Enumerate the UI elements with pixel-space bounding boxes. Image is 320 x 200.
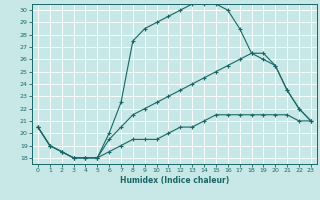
X-axis label: Humidex (Indice chaleur): Humidex (Indice chaleur) bbox=[120, 176, 229, 185]
